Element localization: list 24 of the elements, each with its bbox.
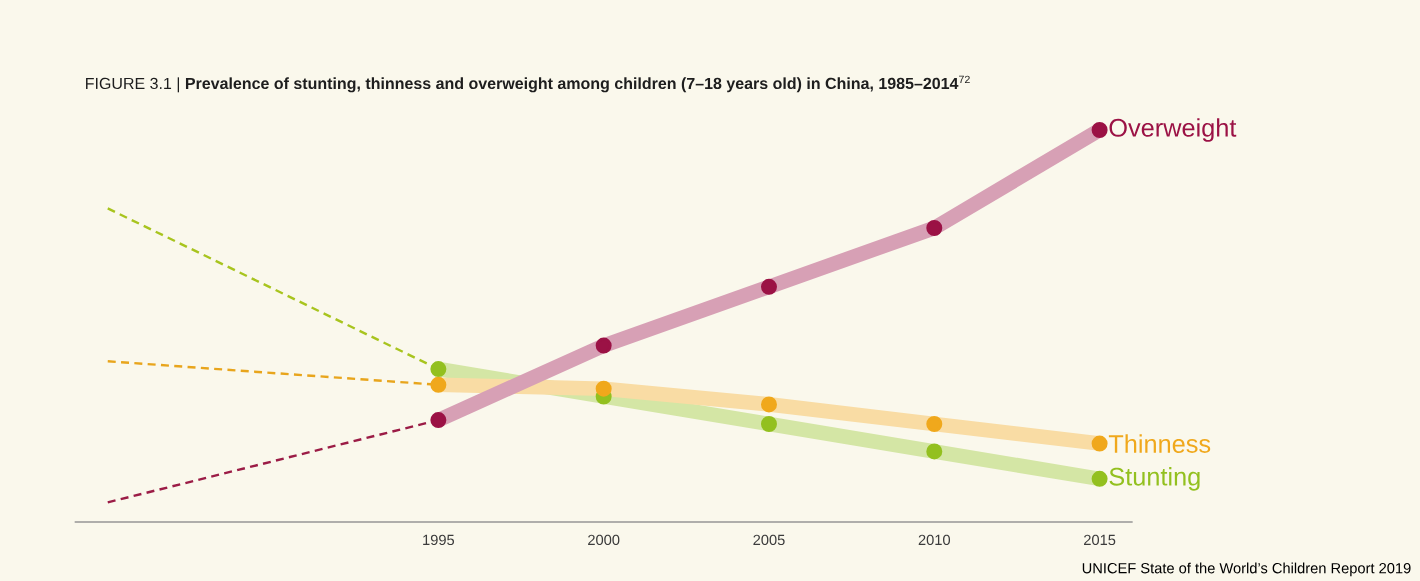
point	[760, 278, 777, 295]
x-tick-label: 1995	[423, 534, 455, 546]
point	[926, 443, 943, 460]
x-tick-label: 2010	[918, 534, 951, 546]
chart-title: FIGURE 3.1 | Prevalence of stunting, thinness and overweight among children (7–18 years old) in China, 1985–2014$^{72}$	[86, 75, 970, 93]
point	[430, 376, 447, 393]
series-label: Stunting	[1109, 467, 1200, 491]
point	[1091, 470, 1108, 487]
x-tick-label: 2000	[588, 534, 620, 546]
series-label: Overweight	[1109, 118, 1237, 142]
point	[760, 415, 777, 432]
x-tick-label: 2005	[753, 534, 785, 546]
point	[760, 396, 777, 413]
x-tick-label: 2015	[1084, 534, 1116, 546]
point	[1091, 121, 1108, 138]
text: UNICEF State of the World’s Children Report 2019	[1082, 562, 1411, 577]
point	[926, 219, 943, 236]
point	[595, 337, 612, 354]
point	[430, 361, 447, 378]
series-label: Thinness	[1108, 434, 1211, 453]
point	[430, 412, 447, 429]
point	[595, 380, 612, 397]
point	[926, 415, 943, 432]
point	[1091, 435, 1108, 452]
